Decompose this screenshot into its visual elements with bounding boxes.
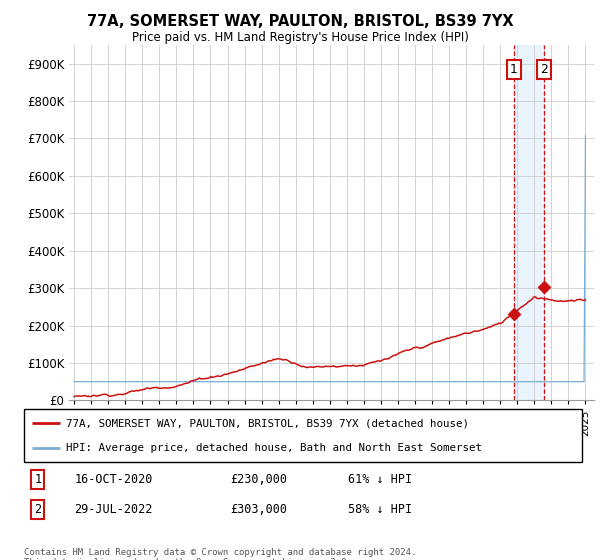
- Text: Price paid vs. HM Land Registry's House Price Index (HPI): Price paid vs. HM Land Registry's House …: [131, 31, 469, 44]
- Text: 1: 1: [34, 473, 41, 486]
- Text: 77A, SOMERSET WAY, PAULTON, BRISTOL, BS39 7YX: 77A, SOMERSET WAY, PAULTON, BRISTOL, BS3…: [86, 14, 514, 29]
- Text: £230,000: £230,000: [230, 473, 287, 486]
- Text: 1: 1: [510, 63, 518, 76]
- Text: 77A, SOMERSET WAY, PAULTON, BRISTOL, BS39 7YX (detached house): 77A, SOMERSET WAY, PAULTON, BRISTOL, BS3…: [66, 418, 469, 428]
- Text: £303,000: £303,000: [230, 503, 287, 516]
- Text: 29-JUL-2022: 29-JUL-2022: [74, 503, 152, 516]
- Text: 2: 2: [34, 503, 41, 516]
- Text: 58% ↓ HPI: 58% ↓ HPI: [347, 503, 412, 516]
- Text: 61% ↓ HPI: 61% ↓ HPI: [347, 473, 412, 486]
- Text: 16-OCT-2020: 16-OCT-2020: [74, 473, 152, 486]
- Bar: [514, 45, 544, 400]
- Text: 2: 2: [540, 63, 548, 76]
- Text: Contains HM Land Registry data © Crown copyright and database right 2024.
This d: Contains HM Land Registry data © Crown c…: [24, 548, 416, 560]
- Text: HPI: Average price, detached house, Bath and North East Somerset: HPI: Average price, detached house, Bath…: [66, 442, 482, 452]
